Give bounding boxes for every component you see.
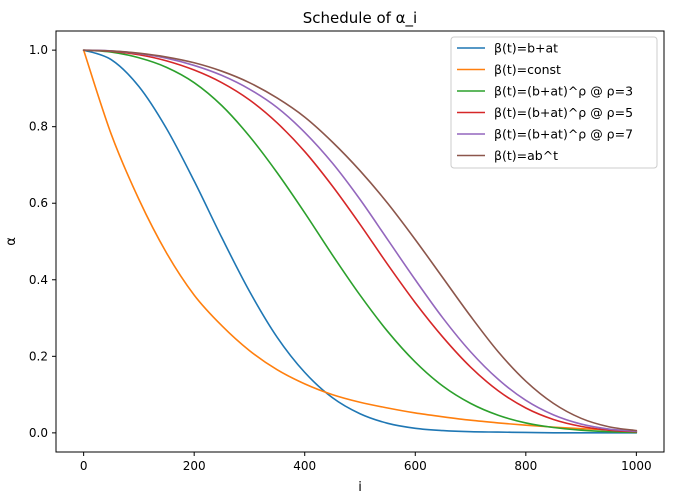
y-axis-label: α [4, 237, 19, 246]
y-tick-label: 1.0 [29, 43, 48, 57]
y-tick-label: 0.2 [29, 349, 48, 363]
legend-label-5: β(t)=(b+at)^ρ @ ρ=7 [494, 127, 633, 142]
y-tick-label: 0.6 [29, 196, 48, 210]
legend-label-1: β(t)=b+at [494, 41, 558, 56]
legend-label-4: β(t)=(b+at)^ρ @ ρ=5 [494, 105, 633, 120]
x-tick-label: 0 [80, 459, 88, 473]
legend-items: β(t)=b+at β(t)=const β(t)=(b+at)^ρ @ ρ=3 β(… [457, 41, 633, 163]
y-tick-label: 0.4 [29, 273, 48, 287]
series-layer [82, 49, 638, 434]
x-tick-label: 800 [514, 459, 537, 473]
y-axis-ticks: 0.0 0.2 0.4 0.6 0.8 1.0 [29, 43, 56, 440]
series-line-6 [82, 49, 638, 432]
series-line-4 [82, 49, 638, 433]
chart-title: Schedule of α_i [303, 9, 417, 28]
x-tick-label: 1000 [621, 459, 652, 473]
x-tick-label: 200 [183, 459, 206, 473]
x-axis-label: i [358, 480, 362, 495]
x-axis-ticks: 0 200 400 600 800 1000 [80, 452, 652, 473]
legend-label-3: β(t)=(b+at)^ρ @ ρ=3 [494, 84, 633, 99]
legend-label-2: β(t)=const [494, 62, 561, 77]
series-line-5 [82, 49, 638, 433]
x-tick-label: 600 [404, 459, 427, 473]
plot-area: 0 200 400 600 800 1000 0.0 0.2 0.4 0.6 0.8 1.0 [29, 30, 665, 473]
y-tick-label: 0.0 [29, 426, 48, 440]
x-tick-label: 400 [293, 459, 316, 473]
plot-frame [55, 30, 665, 453]
series-line-1 [82, 49, 638, 434]
legend: β(t)=b+at β(t)=const β(t)=(b+at)^ρ @ ρ=3 β(… [450, 36, 658, 169]
legend-label-6: β(t)=ab^t [494, 148, 558, 163]
legend-frame [450, 36, 658, 169]
y-tick-label: 0.8 [29, 120, 48, 134]
series-line-3 [82, 49, 638, 434]
